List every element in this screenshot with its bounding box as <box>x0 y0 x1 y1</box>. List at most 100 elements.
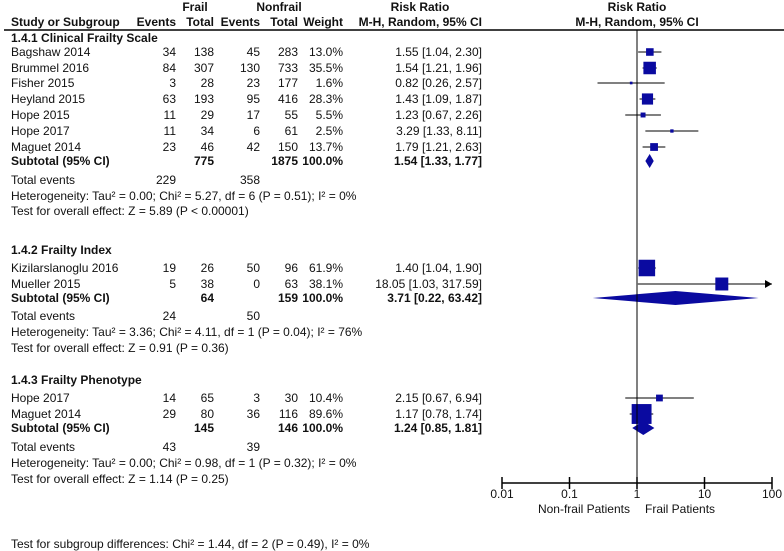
ci-arrow <box>765 280 772 288</box>
nonfrail-total: 733 <box>277 61 298 75</box>
heterogeneity-text: Heterogeneity: Tau² = 3.36; Chi² = 4.11,… <box>11 325 363 339</box>
frail-total-header: Total <box>186 15 214 29</box>
nonfrail-events: 95 <box>246 92 260 106</box>
frail-header: Frail <box>182 0 208 14</box>
nonfrail-events: 3 <box>253 391 260 405</box>
study-marker <box>643 61 656 75</box>
risk-ratio-ci: 1.55 [1.04, 2.30] <box>395 45 482 59</box>
subtotal-diamond <box>632 421 655 435</box>
study-name: Bagshaw 2014 <box>11 45 91 59</box>
study-name: Hope 2015 <box>11 108 70 122</box>
study-marker <box>656 394 663 402</box>
nonfrail-events: 42 <box>246 140 260 154</box>
frail-events: 23 <box>162 140 176 154</box>
subtotal-weight: 100.0% <box>302 154 343 168</box>
frail-events: 84 <box>162 61 176 75</box>
frail-events-header: Events <box>136 15 176 29</box>
subgroup-title: 1.4.3 Frailty Phenotype <box>11 373 142 387</box>
subtotal-nonfrail-total: 1875 <box>271 154 298 168</box>
nonfrail-events: 36 <box>246 407 260 421</box>
frail-events: 34 <box>162 45 176 59</box>
total-events-frail: 24 <box>162 309 176 323</box>
study-marker <box>629 81 633 85</box>
risk-ratio-ci: 1.43 [1.09, 1.87] <box>395 92 482 106</box>
study-marker <box>715 277 729 291</box>
heterogeneity-text: Heterogeneity: Tau² = 0.00; Chi² = 0.98,… <box>11 456 357 470</box>
nonfrail-total: 30 <box>284 391 298 405</box>
nonfrail-events-header: Events <box>220 15 260 29</box>
subtotal-weight: 100.0% <box>302 291 343 305</box>
total-events-label: Total events <box>11 309 76 323</box>
frail-total: 80 <box>200 407 214 421</box>
risk-ratio-ci: 2.15 [0.67, 6.94] <box>395 391 482 405</box>
frail-total: 26 <box>200 261 214 275</box>
frail-total: 307 <box>193 61 214 75</box>
weight: 10.4% <box>308 391 343 405</box>
total-events-nonfrail: 50 <box>246 309 260 323</box>
frail-events: 14 <box>162 391 176 405</box>
subtotal-nonfrail-total: 159 <box>277 291 298 305</box>
nonfrail-events: 6 <box>253 124 260 138</box>
study-marker <box>638 259 656 277</box>
frail-total: 138 <box>193 45 214 59</box>
risk-ratio-ci: 1.17 [0.78, 1.74] <box>395 407 482 421</box>
frail-total: 38 <box>200 277 214 291</box>
weight: 89.6% <box>308 407 343 421</box>
study-name: Maguet 2014 <box>11 407 82 421</box>
total-events-frail: 229 <box>155 173 176 187</box>
favours-left-label: Non-frail Patients <box>537 502 630 516</box>
frail-total: 34 <box>200 124 214 138</box>
weight: 13.7% <box>308 140 343 154</box>
nonfrail-header: Nonfrail <box>256 0 302 14</box>
x-tick-label: 100 <box>761 487 783 501</box>
subtotal-label: Subtotal (95% CI) <box>11 154 110 168</box>
subgroup-title: 1.4.1 Clinical Frailty Scale <box>11 31 158 45</box>
risk-ratio-ci: 3.29 [1.33, 8.11] <box>396 124 482 138</box>
subtotal-ci: 1.54 [1.33, 1.77] <box>393 154 482 168</box>
total-events-label: Total events <box>11 440 76 454</box>
frail-events: 29 <box>162 407 176 421</box>
nonfrail-events: 23 <box>246 76 260 90</box>
risk-ratio-ci: 1.40 [1.04, 1.90] <box>395 261 482 275</box>
x-tick-label: 0.01 <box>490 487 514 501</box>
study-marker <box>640 112 646 118</box>
nonfrail-total: 55 <box>284 108 298 122</box>
study-name: Hope 2017 <box>11 391 70 405</box>
study-name: Maguet 2014 <box>11 140 82 154</box>
study-header: Study or Subgroup <box>11 15 120 29</box>
nonfrail-total: 61 <box>284 124 298 138</box>
subtotal-diamond <box>592 291 759 305</box>
subtotal-frail-total: 775 <box>193 154 214 168</box>
nonfrail-total: 150 <box>277 140 298 154</box>
subgroup-differences-text: Test for subgroup differences: Chi² = 1.… <box>11 537 370 551</box>
rr-header: Risk Ratio <box>390 0 450 14</box>
overall-effect-text: Test for overall effect: Z = 0.91 (P = 0… <box>11 341 229 355</box>
plot-method-header: M-H, Random, 95% CI <box>575 15 699 29</box>
nonfrail-total-header: Total <box>270 15 298 29</box>
risk-ratio-ci: 1.79 [1.21, 2.63] <box>395 140 482 154</box>
nonfrail-events: 45 <box>246 45 260 59</box>
subtotal-frail-total: 145 <box>193 421 214 435</box>
weight: 2.5% <box>315 124 343 138</box>
nonfrail-total: 96 <box>284 261 298 275</box>
rr-method-header: M-H, Random, 95% CI <box>358 15 482 29</box>
nonfrail-total: 116 <box>278 407 298 421</box>
x-tick-label: 1 <box>633 487 641 501</box>
frail-events: 5 <box>169 277 176 291</box>
subtotal-diamond <box>645 154 654 168</box>
frail-total: 193 <box>193 92 214 106</box>
nonfrail-total: 63 <box>284 277 298 291</box>
subtotal-frail-total: 64 <box>200 291 214 305</box>
risk-ratio-ci: 1.23 [0.67, 2.26] <box>395 108 482 122</box>
frail-total: 28 <box>200 76 214 90</box>
study-name: Mueller 2015 <box>11 277 81 291</box>
plot-title: Risk Ratio <box>607 0 667 14</box>
total-events-label: Total events <box>11 173 76 187</box>
overall-effect-text: Test for overall effect: Z = 5.89 (P < 0… <box>11 204 249 218</box>
weight: 13.0% <box>308 45 343 59</box>
total-events-frail: 43 <box>162 440 176 454</box>
weight: 35.5% <box>308 61 343 75</box>
study-name: Brummel 2016 <box>11 61 90 75</box>
x-tick-label: 10 <box>697 487 712 501</box>
